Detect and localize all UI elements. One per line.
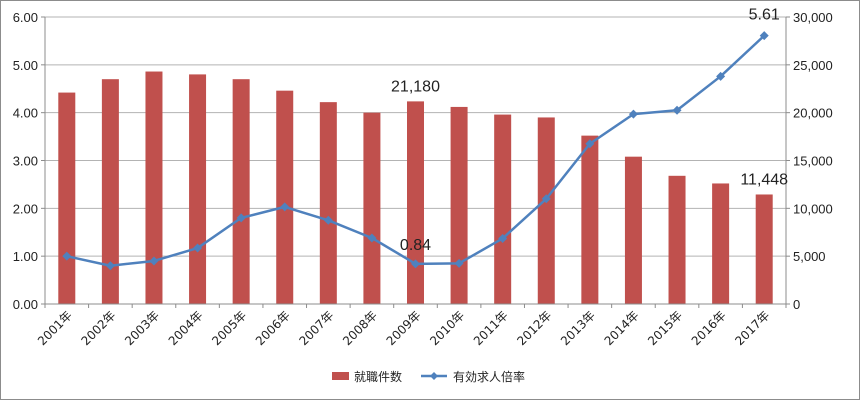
bar xyxy=(319,102,337,304)
line-point xyxy=(367,233,377,243)
bar xyxy=(712,183,730,304)
left-tick-label: 0.00 xyxy=(13,297,38,312)
data-label: 5.61 xyxy=(749,7,780,24)
x-tick-label: 2005年 xyxy=(209,308,249,348)
x-tick-label: 2001年 xyxy=(35,308,75,348)
x-tick-label: 2015年 xyxy=(645,308,685,348)
data-label: 11,448 xyxy=(740,171,788,188)
bar xyxy=(537,117,555,304)
line-point xyxy=(498,233,508,243)
data-label: 0.84 xyxy=(400,237,431,254)
legend-line-marker xyxy=(430,372,438,380)
bar xyxy=(668,175,686,304)
x-tick-label: 2014年 xyxy=(602,308,642,348)
x-tick-label: 2002年 xyxy=(79,308,119,348)
right-tick-label: 0 xyxy=(793,297,800,312)
line-point xyxy=(149,256,159,266)
x-tick-label: 2008年 xyxy=(340,308,380,348)
bar xyxy=(189,74,207,305)
bar xyxy=(276,90,294,304)
line-point xyxy=(541,194,551,204)
x-tick-label: 2013年 xyxy=(558,308,598,348)
bar xyxy=(755,194,773,304)
line-point xyxy=(105,261,115,271)
right-tick-label: 25,000 xyxy=(793,58,833,73)
bar xyxy=(581,135,599,304)
x-tick-label: 2006年 xyxy=(253,308,293,348)
x-tick-label: 2012年 xyxy=(514,308,554,348)
bar-series xyxy=(58,71,773,305)
line-point xyxy=(672,105,682,115)
bar xyxy=(145,71,163,304)
legend-label: 就職件数 xyxy=(354,369,402,384)
x-tick-label: 2011年 xyxy=(471,308,511,348)
line-point xyxy=(585,139,595,149)
x-tick-label: 2004年 xyxy=(166,308,206,348)
left-tick-label: 6.00 xyxy=(13,10,38,25)
bar xyxy=(494,114,512,304)
line-point xyxy=(193,243,203,253)
legend-label: 有効求人倍率 xyxy=(453,369,525,384)
bar xyxy=(58,92,76,305)
x-tick-label: 2003年 xyxy=(122,308,162,348)
line-point xyxy=(759,31,769,41)
x-tick-label: 2007年 xyxy=(296,308,336,348)
left-tick-label: 3.00 xyxy=(13,154,38,169)
left-tick-label: 5.00 xyxy=(13,58,38,73)
right-tick-label: 5,000 xyxy=(793,249,826,264)
line-point xyxy=(236,213,246,223)
right-tick-label: 10,000 xyxy=(793,201,833,216)
right-tick-label: 15,000 xyxy=(793,154,833,169)
data-label: 21,180 xyxy=(391,78,440,95)
right-tick-label: 20,000 xyxy=(793,106,833,121)
x-tick-label: 2017年 xyxy=(732,308,772,348)
legend: 就職件数 有効求人倍率 xyxy=(332,369,525,384)
bar xyxy=(624,156,642,304)
line-point xyxy=(454,258,464,268)
left-tick-label: 4.00 xyxy=(13,106,38,121)
data-labels: 21,180 11,448 0.84 5.61 xyxy=(391,7,788,254)
line-point xyxy=(716,71,726,81)
bar xyxy=(363,112,381,305)
line-series xyxy=(62,31,769,271)
line-point xyxy=(280,202,290,212)
line-point xyxy=(323,215,333,225)
line-point xyxy=(628,109,638,119)
left-tick-label: 1.00 xyxy=(13,249,38,264)
x-tick-label: 2016年 xyxy=(689,308,729,348)
bar xyxy=(450,106,468,304)
bar xyxy=(407,101,424,305)
line-point xyxy=(411,259,420,269)
bar xyxy=(101,79,119,304)
right-tick-label: 30,000 xyxy=(793,10,833,25)
legend-bar-swatch xyxy=(332,372,349,380)
line-point xyxy=(62,251,72,261)
left-tick-label: 2.00 xyxy=(13,201,38,216)
x-tick-label: 2009年 xyxy=(384,308,424,348)
bar xyxy=(232,79,250,304)
x-tick-label: 2010年 xyxy=(427,308,467,348)
